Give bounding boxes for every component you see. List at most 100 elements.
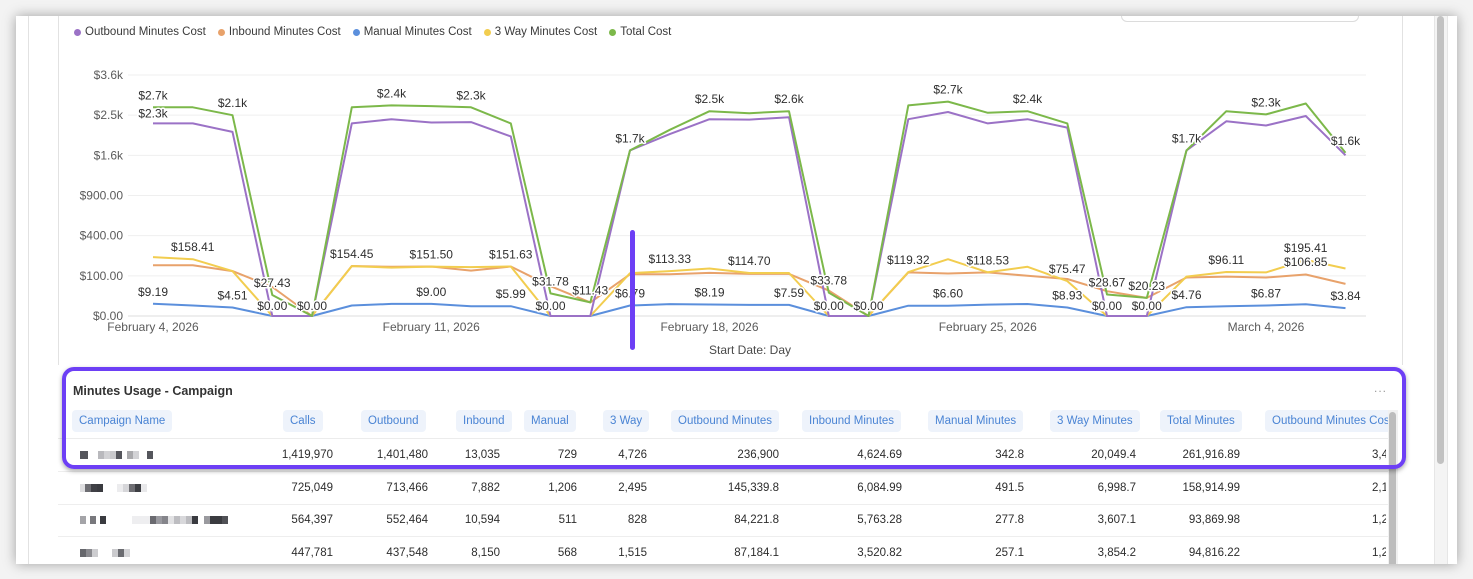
content-right-border	[1402, 16, 1403, 564]
table-cell: 145,339.8	[727, 481, 779, 494]
table-cell: 564,397	[291, 514, 333, 526]
legend-item[interactable]: Inbound Minutes Cost	[217, 26, 341, 38]
legend-item[interactable]: Outbound Minutes Cost	[74, 26, 206, 38]
table-cell: 1,28	[1372, 546, 1386, 559]
more-options-icon[interactable]: ...	[1374, 381, 1388, 395]
campaign-name-redacted	[80, 451, 153, 459]
minutes-usage-campaign-card: Minutes Usage - Campaign ... Campaign Na…	[58, 365, 1403, 564]
series-line-outbound-minutes-cost[interactable]	[153, 111, 1347, 317]
data-label: $1.7k	[615, 131, 645, 145]
column-header[interactable]: Inbound Minutes	[802, 410, 902, 432]
table-cell: 1,515	[618, 546, 647, 559]
table-cell: 277.8	[995, 514, 1024, 526]
column-header[interactable]: Campaign Name	[72, 410, 173, 432]
data-label: $2.3k	[138, 106, 168, 120]
data-label: $6.87	[1251, 286, 1281, 300]
left-divider	[28, 16, 29, 564]
table-cell: 342.8	[995, 449, 1024, 461]
column-header[interactable]: Inbound	[456, 410, 512, 432]
data-label: $114.70	[728, 254, 771, 268]
table-cell: 236,900	[737, 449, 779, 461]
column-header[interactable]: Manual	[524, 410, 576, 432]
legend-item[interactable]: 3 Way Minutes Cost	[483, 26, 598, 38]
data-label: $0.00	[297, 299, 327, 313]
table-cell: 6,084.99	[857, 481, 902, 494]
data-label: $5.99	[496, 287, 526, 301]
column-header[interactable]: Total Minutes	[1160, 410, 1242, 432]
legend-label: Inbound Minutes Cost	[228, 26, 341, 38]
legend-item[interactable]: Manual Minutes Cost	[352, 26, 472, 38]
data-label: $8.19	[694, 286, 724, 300]
data-label: $2.4k	[1013, 92, 1043, 106]
page-scrollbar-thumb[interactable]	[1437, 16, 1444, 464]
data-label: $7.59	[774, 286, 804, 300]
series-line-manual-minutes-cost[interactable]	[152, 302, 1346, 317]
data-label: $6.60	[933, 287, 963, 301]
data-label: $106.85	[1284, 255, 1328, 269]
column-header[interactable]: Calls	[283, 410, 323, 432]
table-cell: 437,548	[386, 546, 428, 559]
table-cell: 257.1	[995, 546, 1024, 559]
table-cell: 8,150	[471, 546, 500, 559]
x-tick-label: February 4, 2026	[107, 320, 199, 334]
data-label: $4.76	[1171, 288, 1201, 302]
data-label: $75.47	[1049, 262, 1086, 276]
column-header[interactable]: Outbound	[361, 410, 426, 432]
legend-dot-icon	[217, 28, 225, 36]
table-scrollbar-thumb[interactable]	[1389, 412, 1396, 564]
data-label: $33.78	[810, 274, 847, 288]
column-header[interactable]: Outbound Minutes	[671, 410, 779, 432]
data-label: $151.63	[489, 248, 533, 262]
column-header[interactable]: Outbound Minutes Cos	[1265, 410, 1395, 432]
table-cell: 729	[557, 449, 577, 461]
app-window: Outbound Minutes Cost Inbound Minutes Cos…	[16, 16, 1457, 564]
data-label: $2.5k	[695, 92, 725, 106]
legend-item[interactable]: Total Cost	[609, 26, 671, 38]
data-label: $0.00	[1092, 299, 1122, 313]
header-divider	[58, 438, 1388, 439]
table-row[interactable]: 564,397 552,464 10,594 511 828 84,221.8 5,763.…	[58, 504, 1388, 537]
table-row[interactable]: 725,049 713,466 7,882 1,206 2,495 145,339.8 6,…	[58, 472, 1388, 505]
series-line-total-cost[interactable]	[153, 100, 1347, 317]
column-header[interactable]: Manual Minutes	[928, 410, 1024, 432]
table-cell: 94,816.22	[1188, 546, 1240, 559]
table-row[interactable]: 1,419,970 1,401,480 13,035 729 4,726 236,900 4…	[58, 439, 1388, 472]
campaign-name-redacted	[80, 483, 147, 492]
table-scrollbar[interactable]	[1388, 410, 1398, 564]
table-cell: 3,854.2	[1097, 546, 1136, 559]
column-header[interactable]: 3 Way	[603, 410, 650, 432]
data-label: $2.1k	[218, 96, 248, 110]
data-label: $113.33	[649, 252, 692, 266]
annotation-arrow	[630, 230, 635, 350]
legend-dot-icon	[352, 28, 360, 36]
data-label: $119.32	[887, 253, 930, 267]
x-axis-title: Start Date: Day	[709, 343, 791, 357]
table-cell: 3,520.82	[857, 546, 902, 559]
table-cell: 10,594	[464, 514, 500, 526]
table-cell: 2,495	[618, 481, 647, 494]
y-tick-label: $3.6k	[94, 68, 124, 82]
table-cell: 7,882	[471, 481, 500, 494]
table-cell: 6,998.7	[1097, 481, 1136, 494]
data-label: $2.6k	[774, 92, 804, 106]
legend-label: 3 Way Minutes Cost	[494, 26, 598, 38]
page-scrollbar[interactable]	[1434, 16, 1448, 564]
data-label: $0.00	[257, 299, 287, 313]
table-cell: 13,035	[464, 449, 500, 461]
legend-dot-icon	[483, 28, 491, 36]
table-cell: 447,781	[291, 546, 333, 559]
y-tick-label: $1.6k	[94, 148, 124, 162]
y-tick-label: $100.00	[80, 269, 124, 283]
data-label: $0.00	[1132, 299, 1162, 313]
data-label: $0.00	[853, 299, 883, 313]
table-row[interactable]: 447,781 437,548 8,150 568 1,515 87,184.1 3,520…	[58, 537, 1388, 565]
table-cell: 713,466	[386, 481, 428, 494]
column-header[interactable]: 3 Way Minutes	[1050, 410, 1140, 432]
data-label: $151.50	[410, 248, 454, 262]
x-tick-label: March 4, 2026	[1228, 320, 1305, 334]
data-label: $2.7k	[138, 88, 168, 102]
data-label: $28.67	[1089, 275, 1126, 289]
y-tick-label: $2.5k	[94, 108, 124, 122]
data-label: $11.43	[572, 283, 608, 297]
data-label: $2.3k	[456, 88, 486, 102]
